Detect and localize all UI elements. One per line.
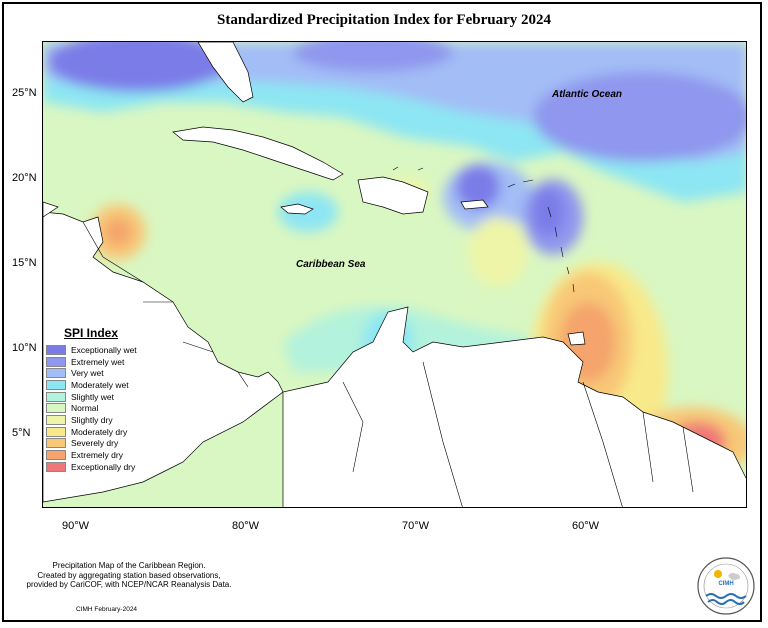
legend-swatch bbox=[46, 379, 66, 390]
legend-label: Extremely wet bbox=[71, 356, 125, 367]
legend-swatch bbox=[46, 391, 66, 402]
mexico-land bbox=[43, 201, 59, 218]
legend-swatch bbox=[46, 438, 66, 449]
footer-description: Precipitation Map of the Caribbean Regio… bbox=[14, 561, 244, 590]
legend-item: Slightly wet bbox=[46, 391, 137, 403]
atlantic-ocean-label: Atlantic Ocean bbox=[552, 89, 623, 100]
legend-swatch bbox=[46, 461, 66, 472]
lon-label-60w: 60°W bbox=[572, 520, 600, 532]
leeward-wet-core bbox=[532, 188, 564, 236]
legend-item: Exceptionally wet bbox=[46, 344, 137, 356]
florida-land bbox=[197, 42, 254, 103]
legend-swatch bbox=[46, 426, 66, 437]
lat-label-15n: 15°N bbox=[12, 257, 37, 269]
legend-item: Very wet bbox=[46, 367, 137, 379]
legend-label: Exceptionally wet bbox=[71, 344, 137, 355]
caribbean-sea-label: Caribbean Sea bbox=[296, 259, 366, 270]
logo-text: CIMH bbox=[718, 581, 734, 587]
lat-label-10n: 10°N bbox=[12, 342, 37, 354]
legend-swatch bbox=[46, 403, 66, 414]
legend-swatch bbox=[46, 344, 66, 355]
legend-label: Slightly wet bbox=[71, 391, 114, 402]
legend-label: Moderately wet bbox=[71, 379, 129, 390]
borders bbox=[82, 221, 694, 507]
bahamas-wet-core bbox=[293, 42, 453, 72]
spi-legend: SPI Index Exceptionally wet Extremely wet… bbox=[46, 326, 137, 473]
lat-label-20n: 20°N bbox=[12, 172, 37, 184]
spi-map-canvas bbox=[43, 42, 746, 507]
legend-label: Extremely dry bbox=[71, 450, 123, 461]
legend-item: Slightly dry bbox=[46, 414, 137, 426]
lesser-antilles bbox=[392, 166, 575, 293]
jamaica-land bbox=[280, 203, 314, 215]
legend-label: Moderately dry bbox=[71, 426, 128, 437]
figure-frame bbox=[2, 2, 762, 622]
cimh-logo-icon bbox=[697, 557, 755, 615]
legend-items: Exceptionally wet Extremely wet Very wet Mo… bbox=[46, 344, 137, 473]
hispaniola-land bbox=[357, 176, 429, 215]
legend-item: Severely dry bbox=[46, 438, 137, 450]
legend-title: SPI Index bbox=[64, 326, 119, 340]
legend-label: Severely dry bbox=[71, 438, 119, 449]
legend-item: Moderately dry bbox=[46, 426, 137, 438]
lat-label-25n: 25°N bbox=[12, 87, 37, 99]
legend-item: Exceptionally dry bbox=[46, 461, 137, 473]
trinidad-land bbox=[567, 331, 586, 346]
legend-label: Normal bbox=[71, 403, 99, 414]
legend-swatch bbox=[46, 414, 66, 425]
legend-swatch bbox=[46, 368, 66, 379]
legend-item: Extremely dry bbox=[46, 449, 137, 461]
pr-wet-core bbox=[456, 165, 500, 209]
legend-item: Moderately wet bbox=[46, 379, 137, 391]
legend-swatch bbox=[46, 450, 66, 461]
footer-line-2: Created by aggregating station based obs… bbox=[37, 570, 221, 580]
legend-item: Extremely wet bbox=[46, 356, 137, 368]
map-title: Standardized Precipitation Index for Feb… bbox=[216, 12, 552, 28]
caribbean-east-dry bbox=[468, 217, 528, 287]
lat-label-5n: 5°N bbox=[12, 427, 31, 439]
legend-label: Slightly dry bbox=[71, 414, 113, 425]
atlantic-wet-core bbox=[533, 72, 746, 162]
lon-label-90w: 90°W bbox=[62, 520, 90, 532]
legend-swatch bbox=[46, 356, 66, 367]
land-masses bbox=[43, 42, 746, 507]
legend-label: Very wet bbox=[71, 368, 104, 379]
cuba-land bbox=[172, 126, 344, 181]
south-america-land bbox=[282, 306, 746, 507]
puerto-rico-land bbox=[460, 199, 489, 210]
footer-line-1: Precipitation Map of the Caribbean Regio… bbox=[52, 561, 206, 570]
footer-line-3: provided by CariCOF, with NCEP/NCAR Rean… bbox=[26, 580, 232, 589]
legend-item: Normal bbox=[46, 402, 137, 414]
gulf-wet-core bbox=[48, 42, 228, 92]
legend-label: Exceptionally dry bbox=[71, 461, 136, 472]
belize-dry-core bbox=[104, 218, 132, 246]
spi-map bbox=[42, 41, 747, 508]
lon-label-80w: 80°W bbox=[232, 520, 260, 532]
footer-date: CIMH February-2024 bbox=[76, 606, 138, 613]
lon-label-70w: 70°W bbox=[402, 520, 430, 532]
